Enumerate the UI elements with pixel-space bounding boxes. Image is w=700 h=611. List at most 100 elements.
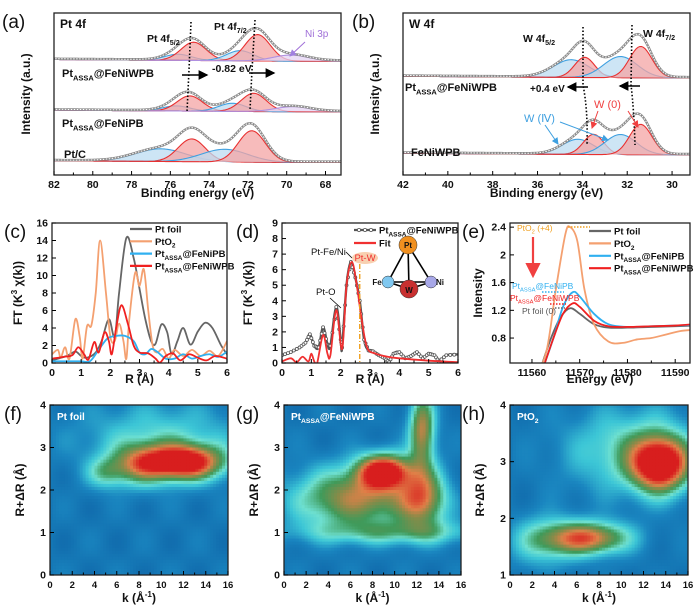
heat-cell [124,477,128,482]
heat-cell [328,538,332,543]
x-tick-label: 2 [107,367,113,379]
heat-cell [150,462,155,467]
heat-cell [82,544,87,549]
heat-cell [156,520,161,524]
heat-cell [109,538,113,543]
heat-cell [180,511,184,515]
heat-cell [50,544,54,549]
heat-cell [136,541,140,546]
heat-cell [340,571,344,575]
heat-cell [328,459,332,464]
heat-cell [195,468,199,473]
heat-cell [213,405,217,409]
heat-cell [139,514,143,518]
heat-cell [207,556,211,561]
heat-cell [127,474,131,479]
heat-cell [165,529,170,533]
heat-cell [121,511,125,515]
heat-cell [139,438,143,442]
heat-cell [298,474,303,479]
heat-cell [186,502,190,506]
heat-cell [153,456,158,461]
heat-cell [168,459,173,464]
heat-cell [109,535,113,540]
heat-cell [328,477,332,482]
heat-cell [156,544,161,549]
heat-cell [94,447,98,452]
heat-cell [70,562,75,567]
heat-cell [183,477,187,482]
heat-cell [310,417,314,421]
heat-cell [210,553,214,558]
heat-cell [144,508,149,512]
heat-cell [174,547,179,552]
heat-cell [141,505,146,509]
heat-cell [195,553,199,558]
heat-cell [210,423,214,427]
heat-cell [112,477,116,482]
heat-cell [307,568,312,573]
heat-cell [177,493,182,497]
heat-cell [225,514,228,518]
heat-cell [76,471,81,476]
heat-cell [121,426,125,430]
heat-cell [127,568,131,573]
heat-cell [192,405,196,409]
heat-cell [106,529,110,533]
heat-cell [162,547,167,552]
heat-cell [340,496,344,500]
heat-cell [144,499,149,503]
heat-cell [141,544,146,549]
heat-cell [322,553,326,558]
heat-cell [313,508,317,512]
heat-cell [198,559,202,564]
heat-cell [76,535,81,540]
heat-cell [82,450,87,455]
heat-cell [94,426,98,430]
heat-cell [130,411,134,415]
heat-cell [82,505,87,509]
heat-cell [58,444,63,448]
heat-cell [50,444,54,448]
heat-cell [298,556,303,561]
heat-cell [171,568,176,573]
heat-cell [121,547,125,552]
heat-cell [91,547,95,552]
heat-cell [106,459,110,464]
heat-cell [186,411,190,415]
heat-cell [292,502,297,506]
atom-label: Pt [404,241,412,250]
heat-cell [162,550,167,555]
heat-cell [307,486,312,491]
heat-cell [216,429,220,433]
heat-cell [109,502,113,506]
heat-cell [162,562,167,567]
heat-cell [162,423,167,427]
heat-cell [50,462,54,467]
heat-cell [337,411,341,415]
heat-cell [130,420,134,424]
heat-cell [112,517,116,521]
heat-cell [127,499,131,503]
heat-cell [115,502,119,506]
heat-cell [316,423,320,427]
heat-cell [79,465,84,470]
heat-cell [100,471,104,476]
heat-cell [189,477,193,482]
heat-cell [316,459,320,464]
heat-cell [139,483,143,488]
heat-cell [147,435,152,439]
heat-cell [219,532,223,537]
heat-cell [337,511,341,515]
heat-cell [79,423,84,427]
heat-cell [310,471,314,476]
heat-cell [156,426,161,430]
heat-cell [195,541,199,546]
heat-cell [121,456,125,461]
heat-cell [192,426,196,430]
heat-cell [100,532,104,537]
heat-cell [133,468,137,473]
heat-cell [304,429,309,433]
heat-cell [298,535,303,540]
heat-cell [133,532,137,537]
